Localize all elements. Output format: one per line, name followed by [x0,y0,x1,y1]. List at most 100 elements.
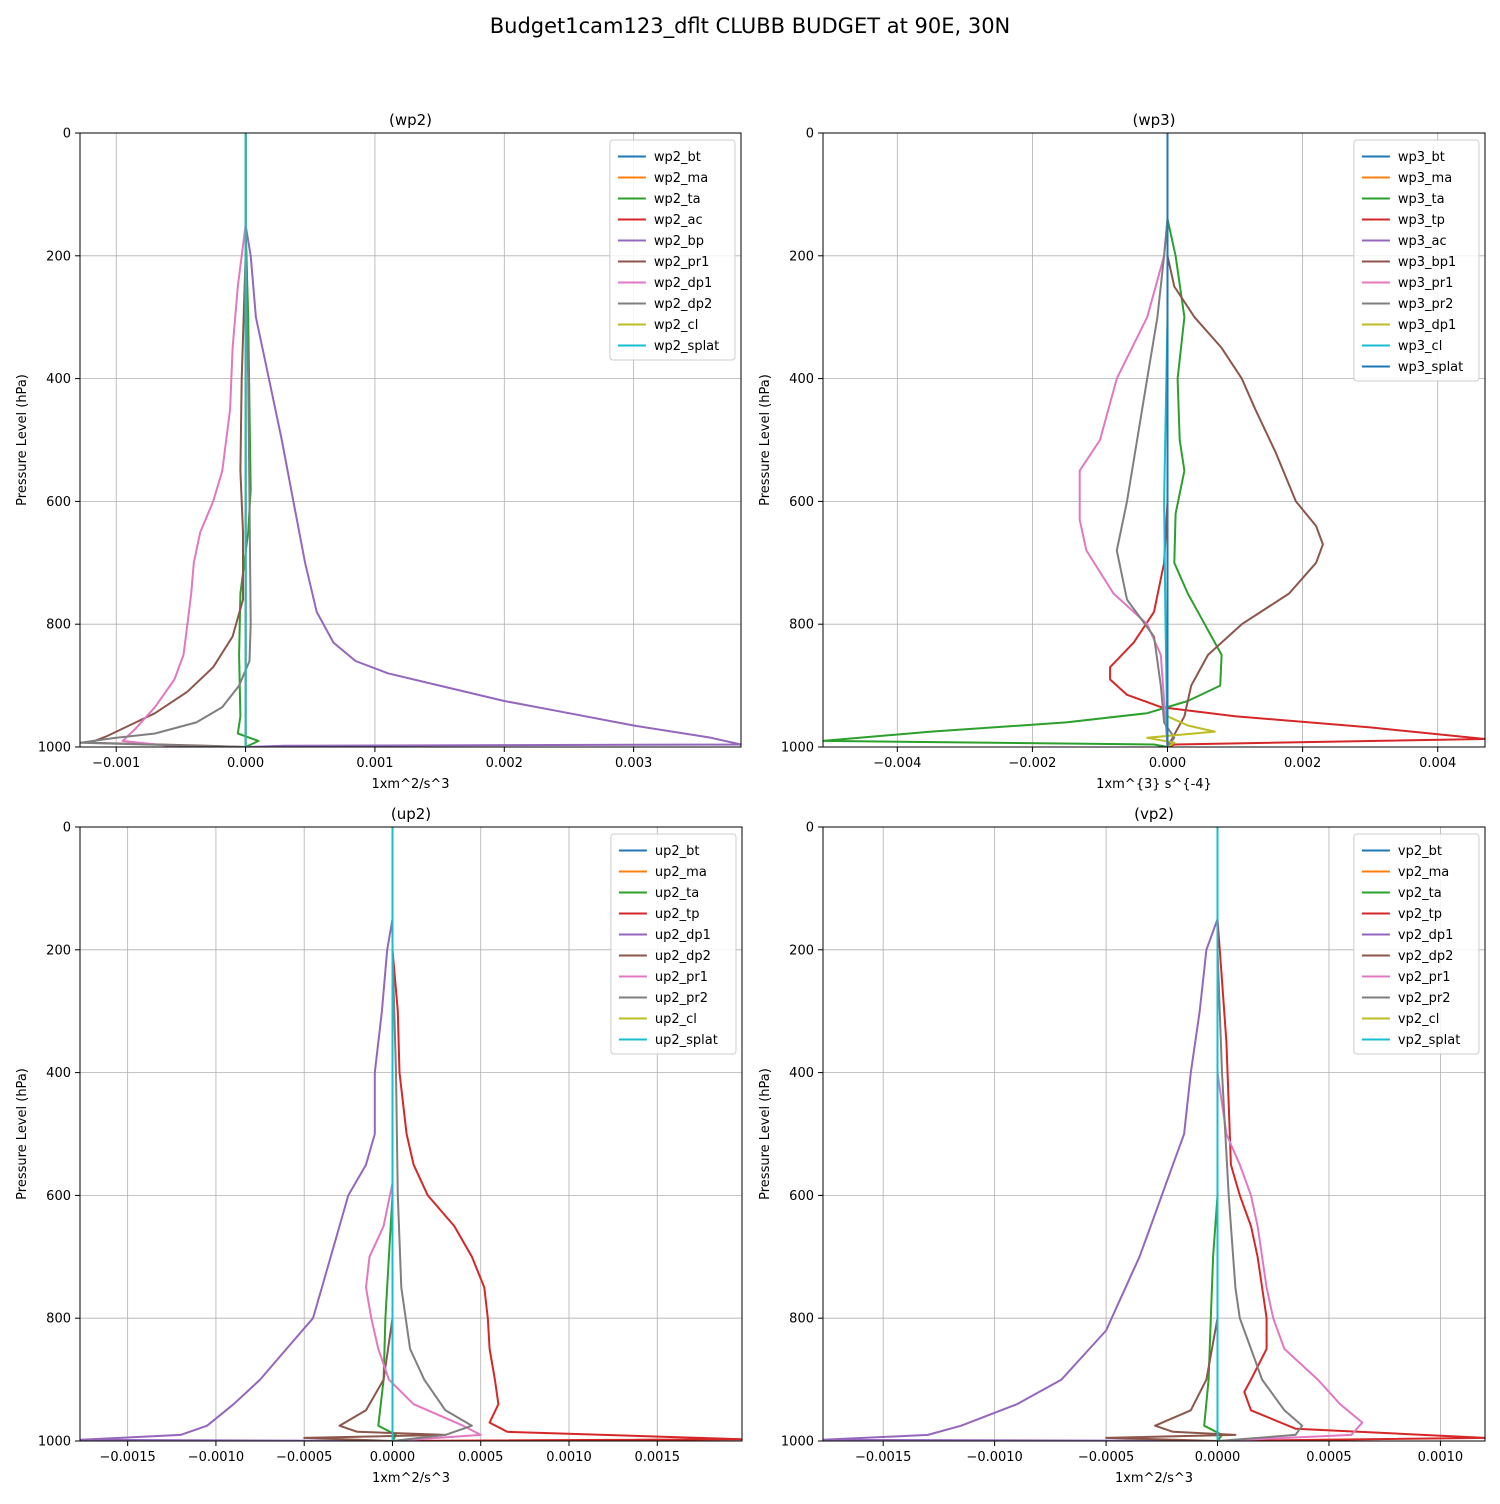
legend-label: vp2_ta [1398,886,1442,901]
legend: vp2_bt vp2_ma vp2_ta vp2_tp vp2_dp1 vp2_dp2vp… [1353,833,1480,1055]
y-tick-label: 800 [46,618,71,633]
axes-frame [822,826,1486,1442]
legend-label: wp3_tp [1398,213,1445,228]
chart-panel-0: −0.001 0.000 0.001 0.002 0.003 0 200 400 600 800 1… [15,111,742,792]
legend-label: up2_pr1 [655,970,708,985]
series-line-vp2_ta [1203,827,1223,1441]
x-tick-label: −0.001 [92,756,140,771]
series-line-wp2_ta [236,133,260,747]
series-line-up2_dp1 [80,827,394,1441]
y-tick-label: 200 [46,943,71,958]
series-group [80,133,741,747]
legend-label: vp2_tp [1398,907,1442,922]
legend: up2_bt up2_ma up2_ta up2_tp up2_dp1 up2_dp2up… [610,833,737,1055]
legend-label: up2_ta [655,886,699,901]
legend-label: wp2_pr1 [654,255,710,270]
legend: wp2_bt wp2_ma wp2_ta wp2_ac wp2_bp wp2_pr1 wp2… [609,139,736,361]
x-axis-label: 1xm^{3} s^{-4} [1096,777,1212,792]
series-line-up2_tp [391,827,742,1441]
y-tick-label: 800 [789,618,814,633]
legend-label: wp3_pr1 [1398,276,1454,291]
y-tick-label: 200 [46,249,71,264]
legend-label: wp3_ac [1398,234,1447,249]
y-tick-label: 400 [789,1066,814,1081]
legend-label: wp3_cl [1398,339,1442,354]
x-axis-label: 1xm^2/s^3 [371,777,449,792]
y-axis-label: Pressure Level (hPa) [758,1068,773,1200]
legend-label: vp2_pr2 [1398,991,1451,1006]
x-tick-label: −0.0005 [276,1450,332,1465]
x-tick-label: 0.0005 [458,1450,504,1465]
legend-label: wp3_ta [1398,192,1445,207]
y-tick-label: 600 [46,1189,71,1204]
x-tick-label: 0.000 [227,756,264,771]
y-tick-label: 800 [46,1312,71,1327]
legend-label: wp2_dp1 [654,276,712,291]
legend: wp3_bt wp3_ma wp3_ta wp3_tp wp3_ac wp3_bp1 wp3… [1353,139,1480,382]
legend-label: up2_bt [655,844,700,859]
legend-box [609,139,736,361]
y-tick-label: 600 [789,495,814,510]
legend-box [1353,833,1480,1055]
y-tick-label: 0 [63,821,71,836]
series-line-wp3_ta [823,133,1223,747]
panel-title: (wp2) [389,111,432,129]
series-line-up2_dp2 [303,827,447,1441]
legend-label: up2_pr2 [655,991,708,1006]
axes-frame [79,132,742,748]
legend-label: vp2_bt [1398,844,1442,859]
legend-label: up2_tp [655,907,700,922]
x-tick-label: −0.0015 [855,1450,911,1465]
x-axis-label: 1xm^2/s^3 [372,1471,450,1486]
series-line-wp2_dp1 [121,133,247,747]
legend-label: wp2_ta [654,192,701,207]
chart-panel-3: −0.0015 −0.0010 −0.0005 0.0000 0.0005 0.0010 0… [758,805,1486,1486]
x-tick-label: 0.004 [1419,756,1456,771]
series-line-vp2_pr2 [1216,827,1304,1441]
legend-label: wp2_bt [654,150,701,165]
legend-label: vp2_splat [1398,1033,1460,1048]
legend-label: wp3_pr2 [1398,297,1454,312]
legend-label: wp3_ma [1398,171,1452,186]
x-tick-label: 0.0005 [1306,1450,1352,1465]
y-tick-label: 200 [789,249,814,264]
x-tick-label: −0.0005 [1078,1450,1134,1465]
y-tick-label: 0 [806,821,814,836]
series-line-wp3_pr2 [1115,133,1176,747]
y-tick-label: 1000 [38,1435,71,1450]
legend-label: wp2_dp2 [654,297,712,312]
y-tick-label: 0 [63,127,71,142]
legend-label: up2_ma [655,865,707,880]
series-line-wp2_bp [244,133,741,747]
y-tick-label: 400 [789,372,814,387]
x-tick-label: −0.002 [1008,756,1056,771]
x-tick-label: 0.000 [1149,756,1186,771]
x-tick-label: 0.0010 [1418,1450,1464,1465]
x-tick-label: 0.0010 [546,1450,592,1465]
series-line-wp2_dp2 [80,133,252,747]
panel-title: (up2) [391,805,431,823]
series-line-vp2_pr1 [1216,827,1364,1441]
legend-box [1353,139,1480,382]
legend-box [610,833,737,1055]
y-tick-label: 400 [46,372,71,387]
y-tick-label: 0 [806,127,814,142]
x-tick-label: −0.0010 [188,1450,244,1465]
series-line-wp2_pr1 [89,133,247,747]
series-line-vp2_dp1 [823,827,1219,1441]
series-line-wp3_tp [1109,133,1485,747]
y-axis-label: Pressure Level (hPa) [758,374,773,506]
legend-label: up2_splat [655,1033,718,1048]
x-tick-label: −0.004 [873,756,921,771]
x-tick-label: 0.002 [1284,756,1321,771]
axes-frame [822,132,1486,748]
series-line-wp3_bp1 [1166,133,1324,747]
y-tick-label: 1000 [38,741,71,756]
x-tick-label: 0.0015 [635,1450,681,1465]
legend-label: wp2_cl [654,318,698,333]
figure-title: Budget1cam123_dflt CLUBB BUDGET at 90E, … [489,14,1011,38]
series-line-up2_pr2 [391,827,473,1441]
x-tick-label: 0.0000 [370,1450,416,1465]
legend-label: vp2_cl [1398,1012,1439,1027]
